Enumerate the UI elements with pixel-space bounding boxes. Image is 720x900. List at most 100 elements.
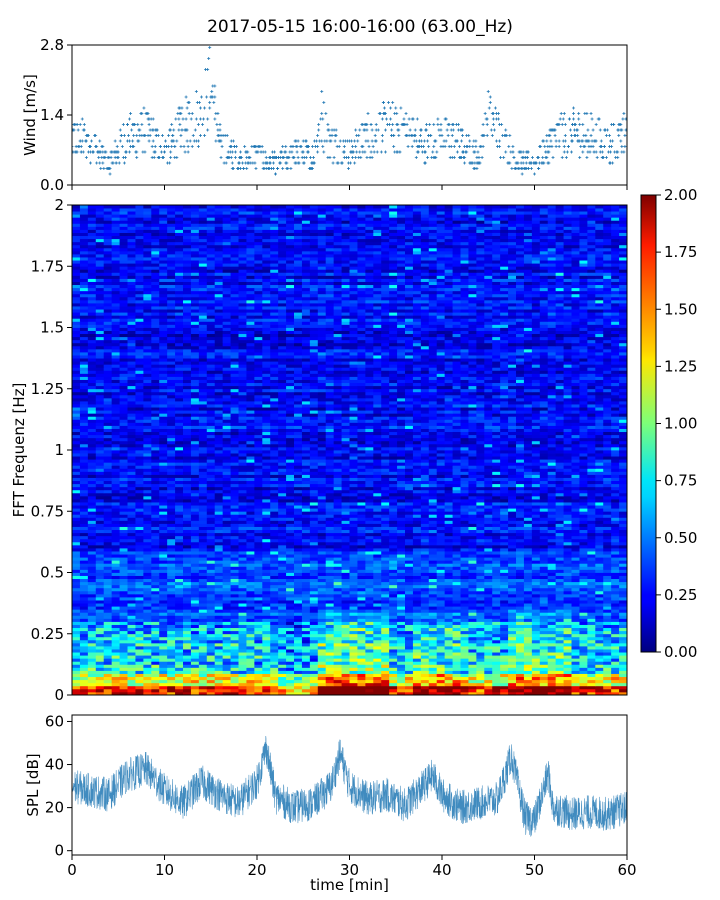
spectrogram-cell [603, 606, 612, 610]
spectrogram-cell [460, 661, 469, 665]
wind-point [443, 145, 447, 148]
spectrogram-cell [143, 612, 152, 616]
wind-point [478, 161, 482, 165]
spectrogram-cell [373, 642, 382, 647]
spectrogram-cell [619, 597, 627, 601]
spectrogram-cell [95, 590, 105, 595]
spectrogram-cell [286, 664, 295, 668]
spectrogram-cell [301, 548, 311, 552]
spectrogram-cell [333, 639, 342, 644]
spectrogram-cell [294, 590, 303, 595]
spectrogram-cell [111, 621, 120, 625]
spectrogram-cell [516, 544, 525, 549]
spectrogram-cell [428, 541, 438, 546]
spectrogram-cell [72, 572, 81, 576]
spectrogram-cell [500, 529, 509, 534]
spectrogram-cell [135, 551, 144, 555]
spectrogram-cell [183, 658, 192, 662]
spectrogram-cell [547, 618, 557, 622]
spectrogram-cell [381, 557, 390, 561]
spectrogram-cell [159, 551, 168, 555]
spectrogram-cell [389, 560, 398, 564]
wind-point [196, 123, 200, 126]
spectrogram-cell [230, 566, 239, 570]
spectrogram-cell [531, 685, 541, 690]
spectrogram-cell [373, 600, 382, 604]
spectrogram-cell [412, 655, 422, 659]
spectrogram-cell [587, 575, 596, 580]
spectrogram-cell [175, 544, 184, 549]
spectrogram-cell [539, 584, 549, 589]
spectrogram-cell [508, 603, 517, 607]
wind-point [350, 139, 354, 143]
spectrogram-cell [341, 554, 350, 558]
spectrogram-cell [555, 667, 564, 671]
spectrogram-cell [436, 544, 446, 549]
spectrogram-cell [214, 606, 224, 610]
spectrogram-cell [230, 664, 239, 668]
spectrogram-cell [246, 624, 255, 629]
wind-y-axis-label: Wind [m/s] [21, 74, 39, 156]
spectrogram-cell [555, 557, 564, 561]
wind-point [208, 101, 212, 104]
spectrogram-cell [317, 691, 327, 695]
spectrogram-cell [190, 578, 200, 583]
spectrogram-cell [452, 609, 461, 613]
spectrogram-cell [476, 575, 485, 580]
wind-point [497, 117, 501, 121]
spectrogram-cell [341, 584, 350, 589]
spectrogram-cell [127, 584, 136, 589]
spectrogram-cell [301, 621, 311, 625]
spectrogram-cell [325, 557, 335, 561]
spectrogram-cell [325, 578, 335, 583]
spectrogram-cell [508, 670, 517, 674]
spectrogram-cell [127, 551, 136, 555]
spectrogram-cell [95, 624, 105, 629]
spectrogram-cell [436, 673, 446, 678]
wind-point [124, 150, 128, 154]
spectrogram-cell [79, 575, 89, 580]
spectrogram-cell [603, 590, 612, 595]
spectrogram-cell [484, 578, 493, 583]
spectrogram-cell [523, 569, 533, 573]
spectrogram-cell [349, 590, 358, 595]
spectrogram-cell [309, 554, 319, 558]
spectrogram-cell [389, 600, 398, 604]
spectrogram-cell [619, 544, 627, 549]
wind-point [128, 150, 132, 154]
spectrogram-cell [539, 535, 549, 540]
spectrogram-cell [270, 673, 279, 678]
spectrogram-cell [135, 578, 144, 583]
spectrogram-cell [119, 639, 128, 644]
spectrogram-cell [230, 639, 239, 644]
wind-point [325, 139, 329, 143]
wind-point [99, 167, 103, 170]
spectrogram-cell [397, 624, 406, 629]
spectrogram-cell [230, 624, 239, 629]
wind-point [135, 134, 139, 137]
spectrogram-cell [603, 679, 612, 684]
wind-point [358, 150, 362, 154]
spectrogram-cell [420, 557, 430, 561]
spectrogram-cell [183, 597, 192, 601]
spectrogram-cell [333, 679, 342, 684]
spectrogram-cell [198, 621, 208, 625]
spectrogram-cell [119, 541, 128, 546]
spectrogram-cell [143, 603, 152, 607]
spectrogram-cell [436, 624, 446, 629]
spectrogram-cell [341, 658, 350, 662]
wind-point [189, 117, 193, 121]
spectrogram-cell [587, 548, 596, 552]
spectrogram-cell [468, 523, 477, 527]
spectrogram-cell [349, 642, 358, 647]
spectrogram-cell [405, 612, 414, 616]
spectrogram-cell [397, 682, 406, 687]
spectrogram-cell [127, 590, 136, 595]
spectrogram-cell [167, 688, 176, 693]
spectrogram-cell [412, 572, 422, 576]
spectrogram-cell [254, 624, 263, 629]
spectrogram-cell [436, 606, 446, 610]
spectrogram-cell [420, 603, 430, 607]
spectrogram-cell [183, 557, 192, 561]
wind-point [167, 134, 171, 137]
